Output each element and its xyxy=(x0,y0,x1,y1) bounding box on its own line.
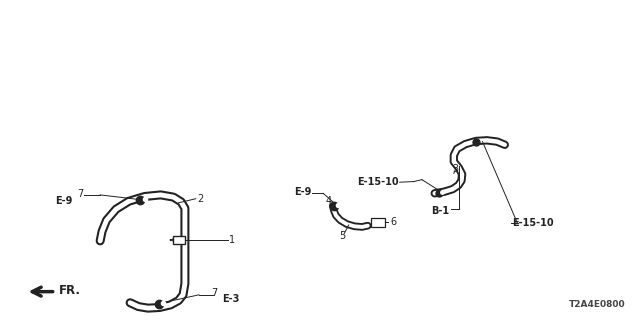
Text: 1: 1 xyxy=(229,235,235,245)
FancyBboxPatch shape xyxy=(173,236,185,244)
Bar xyxy=(371,218,385,227)
Text: E-9: E-9 xyxy=(56,196,73,206)
Text: E-15-10: E-15-10 xyxy=(356,177,398,187)
Text: 7: 7 xyxy=(77,189,83,199)
Text: E-3: E-3 xyxy=(222,294,239,304)
Text: T2A4E0800: T2A4E0800 xyxy=(569,300,626,309)
Text: 2: 2 xyxy=(197,194,204,204)
Text: E-15-10: E-15-10 xyxy=(513,219,554,228)
Text: 5: 5 xyxy=(339,231,346,241)
Text: 3: 3 xyxy=(452,164,458,174)
Text: FR.: FR. xyxy=(59,284,81,297)
Text: 6: 6 xyxy=(390,218,396,228)
Text: 4: 4 xyxy=(325,196,332,206)
Text: 7: 7 xyxy=(212,288,218,298)
Text: B-1: B-1 xyxy=(431,206,449,216)
Text: E-9: E-9 xyxy=(294,187,311,197)
